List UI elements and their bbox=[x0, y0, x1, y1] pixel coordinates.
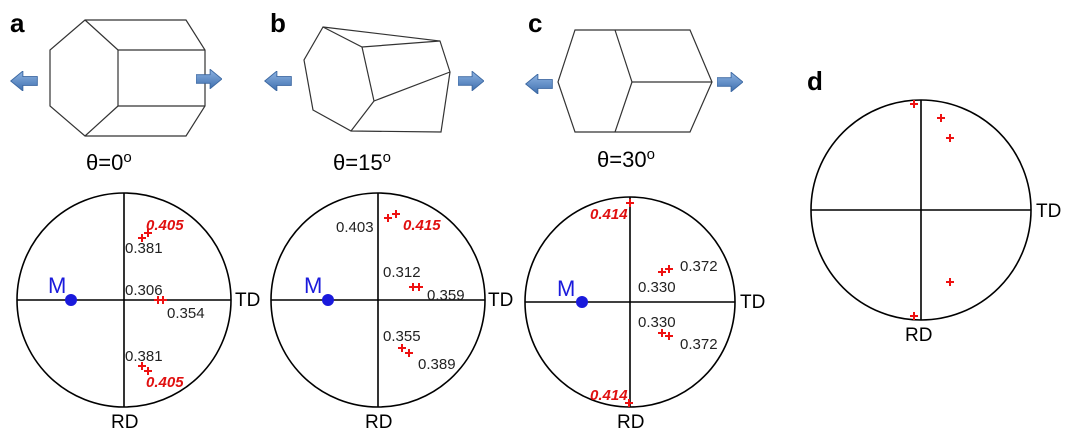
pole-mark bbox=[665, 332, 673, 340]
pole-mark bbox=[384, 214, 392, 222]
pole-figure-d: TD RD bbox=[810, 99, 1061, 346]
pole-mark bbox=[625, 399, 633, 407]
pole-mark bbox=[910, 312, 918, 320]
panel-letter-c: c bbox=[528, 8, 542, 38]
m-marker bbox=[65, 294, 77, 306]
pole-figure-a: TD RD M 0.405 0.381 0.306 0.354 0.381 0.… bbox=[16, 192, 260, 433]
arrow-left-icon bbox=[525, 74, 553, 94]
pole-figure-c: TD RD M 0.414 0.372 0.330 0.330 0.372 0.… bbox=[524, 196, 765, 433]
pole-mark bbox=[658, 268, 666, 276]
pole-mark bbox=[144, 367, 152, 375]
pole-marks-a bbox=[138, 229, 167, 375]
value-label: 0.354 bbox=[167, 305, 205, 322]
panel-b: b θ=15o TD RD M 0.403 bbox=[264, 8, 513, 433]
td-label: TD bbox=[235, 290, 260, 311]
rd-label: RD bbox=[905, 325, 932, 346]
pole-mark bbox=[946, 134, 954, 142]
pole-marks-d bbox=[910, 100, 954, 320]
m-marker bbox=[576, 296, 588, 308]
pole-mark bbox=[138, 362, 146, 370]
panel-d: d TD RD bbox=[807, 66, 1061, 346]
pole-mark bbox=[658, 329, 666, 337]
rd-label: RD bbox=[617, 412, 644, 433]
arrow-left-icon bbox=[10, 71, 38, 91]
pole-figure-b: TD RD M 0.403 0.415 0.312 0.359 0.355 0.… bbox=[270, 192, 513, 433]
crystal-sketch-c bbox=[557, 29, 713, 133]
panel-letter-a: a bbox=[10, 8, 25, 38]
arrow-left-icon bbox=[264, 71, 292, 91]
arrow-right-icon bbox=[458, 71, 484, 91]
pole-mark bbox=[415, 283, 423, 291]
value-label: 0.312 bbox=[383, 264, 421, 281]
pole-mark bbox=[946, 278, 954, 286]
value-label: 0.403 bbox=[336, 219, 374, 236]
value-label: 0.359 bbox=[427, 287, 465, 304]
value-label: 0.415 bbox=[403, 217, 441, 234]
m-label: M bbox=[48, 273, 66, 298]
pole-mark bbox=[626, 199, 634, 207]
value-label: 0.405 bbox=[146, 217, 184, 234]
pole-marks-c bbox=[625, 199, 673, 407]
td-label: TD bbox=[1036, 201, 1061, 222]
value-label: 0.372 bbox=[680, 258, 718, 275]
pole-mark bbox=[910, 100, 918, 108]
panel-letter-d: d bbox=[807, 66, 823, 96]
pole-marks-b bbox=[384, 210, 423, 357]
td-label: TD bbox=[740, 292, 765, 313]
rd-label: RD bbox=[111, 412, 138, 433]
value-label: 0.306 bbox=[125, 282, 163, 299]
pole-mark bbox=[159, 296, 167, 304]
theta-label-c: θ=30o bbox=[597, 146, 655, 172]
value-label: 0.372 bbox=[680, 336, 718, 353]
arrow-right-icon bbox=[196, 69, 222, 89]
pole-mark bbox=[405, 349, 413, 357]
m-label: M bbox=[304, 273, 322, 298]
value-label: 0.330 bbox=[638, 314, 676, 331]
panel-letter-b: b bbox=[270, 8, 286, 38]
crystal-sketch-b bbox=[303, 26, 451, 133]
pole-mark bbox=[398, 344, 406, 352]
panel-c: c θ=30o TD RD M 0.414 0 bbox=[524, 8, 765, 433]
m-label: M bbox=[557, 276, 575, 301]
panel-a: a θ=0o TD RD M 0.405 bbox=[10, 8, 260, 433]
m-marker bbox=[322, 294, 334, 306]
value-label: 0.405 bbox=[146, 374, 184, 391]
value-label: 0.381 bbox=[125, 348, 163, 365]
value-label: 0.330 bbox=[638, 279, 676, 296]
value-label: 0.389 bbox=[418, 356, 456, 373]
arrow-right-icon bbox=[717, 72, 743, 92]
value-label: 0.414 bbox=[590, 387, 628, 404]
pole-mark bbox=[392, 210, 400, 218]
theta-label-a: θ=0o bbox=[86, 149, 132, 175]
pole-mark bbox=[144, 229, 152, 237]
td-label: TD bbox=[488, 290, 513, 311]
pole-mark bbox=[665, 265, 673, 273]
value-label: 0.381 bbox=[125, 240, 163, 257]
value-label: 0.355 bbox=[383, 328, 421, 345]
pole-mark bbox=[138, 234, 146, 242]
pole-mark bbox=[937, 114, 945, 122]
value-label: 0.414 bbox=[590, 206, 628, 223]
rd-label: RD bbox=[365, 412, 392, 433]
crystal-sketch-a bbox=[49, 19, 206, 137]
theta-label-b: θ=15o bbox=[333, 149, 391, 175]
